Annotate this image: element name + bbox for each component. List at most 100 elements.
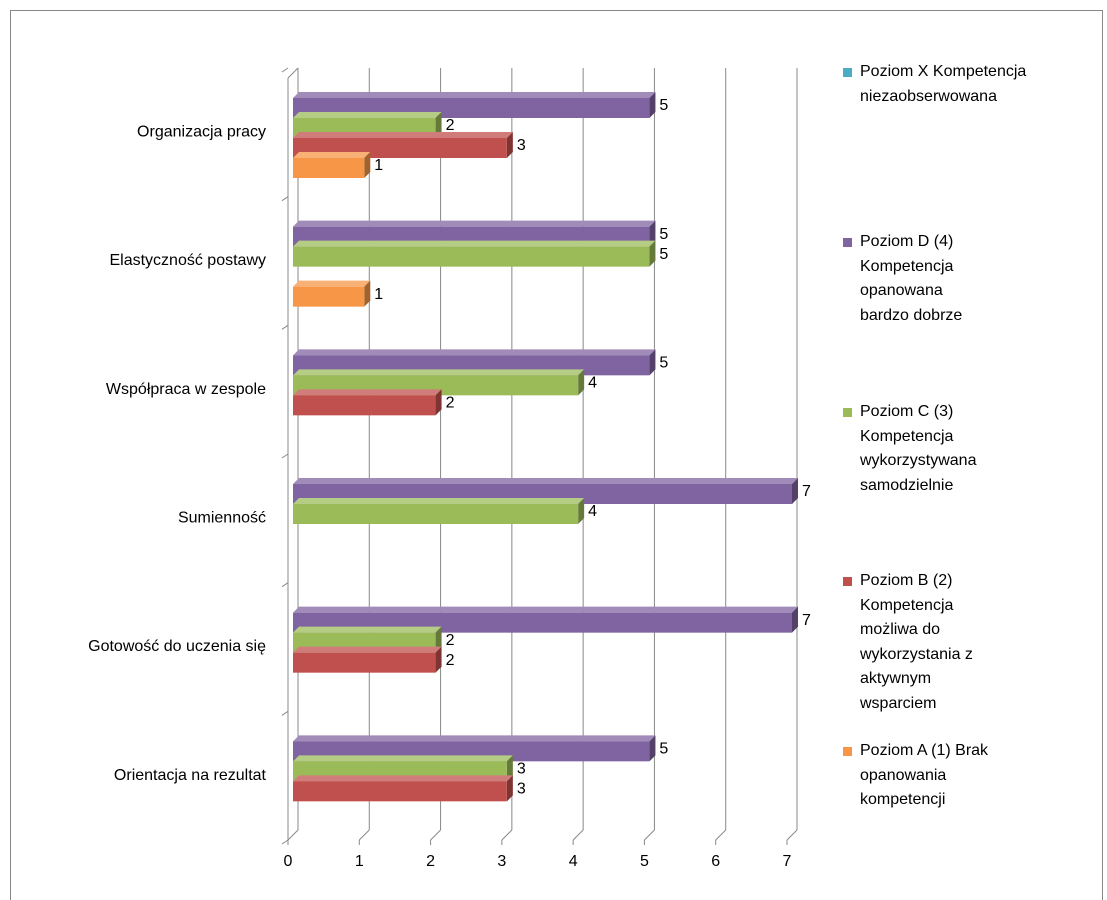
value-label: 2 bbox=[446, 117, 455, 134]
bar-top bbox=[293, 220, 656, 227]
bar-top bbox=[293, 280, 371, 287]
grid-line bbox=[430, 829, 441, 841]
legend-item: Poziom A (1) Brak opanowania kompetencji bbox=[843, 739, 992, 813]
legend-swatch bbox=[843, 238, 852, 247]
bar-top bbox=[293, 112, 442, 118]
axis-tick bbox=[281, 324, 289, 330]
grid-line bbox=[644, 829, 655, 841]
bar-top bbox=[293, 349, 656, 356]
bar bbox=[293, 781, 507, 802]
legend-swatch bbox=[843, 577, 852, 586]
category-label: Współpraca w zespole bbox=[106, 381, 266, 398]
legend-item: Poziom D (4) Kompetencja opanowana bardz… bbox=[843, 230, 992, 328]
bar-top bbox=[293, 735, 656, 742]
grid-line bbox=[501, 829, 513, 841]
bar-top bbox=[293, 498, 585, 504]
legend-label: Poziom X Kompetencja niezaobserwowana bbox=[860, 63, 1027, 105]
value-label: 5 bbox=[659, 355, 668, 372]
bar bbox=[293, 395, 436, 416]
legend-item: Poziom X Kompetencja niezaobserwowana bbox=[843, 60, 1100, 109]
frame bbox=[10, 10, 1103, 900]
value-label: 5 bbox=[659, 226, 668, 243]
legend-label: Poziom B (2) Kompetencja możliwa do wyko… bbox=[860, 572, 973, 712]
legend-item: Poziom C (3) Kompetencja wykorzystywana … bbox=[843, 400, 992, 498]
bar-side bbox=[649, 349, 656, 376]
legend-item: Poziom B (2) Kompetencja możliwa do wyko… bbox=[843, 569, 992, 716]
value-label: 4 bbox=[588, 503, 597, 520]
legend-swatch bbox=[843, 747, 852, 756]
value-label: 5 bbox=[659, 97, 668, 114]
bar-side bbox=[649, 240, 656, 267]
value-label: 5 bbox=[659, 246, 668, 263]
bar-top bbox=[293, 92, 656, 98]
value-label: 7 bbox=[802, 483, 811, 500]
x-tick-label: 3 bbox=[497, 853, 506, 870]
category-label: Organizacja pracy bbox=[137, 124, 266, 141]
grid-line bbox=[358, 829, 370, 841]
category-label: Orientacja na rezultat bbox=[114, 767, 267, 784]
x-tick-label: 1 bbox=[355, 853, 364, 870]
bar-side bbox=[364, 280, 371, 307]
legend-label: Poziom A (1) Brak opanowania kompetencji bbox=[860, 742, 989, 808]
bar bbox=[293, 246, 650, 267]
bar-side bbox=[792, 478, 798, 504]
bar-side bbox=[506, 775, 513, 802]
grid-line bbox=[572, 829, 584, 841]
axis-tick bbox=[281, 453, 289, 459]
value-label: 3 bbox=[517, 761, 526, 778]
legend-swatch bbox=[843, 408, 852, 417]
category-label: Elastyczność postawy bbox=[109, 252, 266, 269]
axis-tick bbox=[281, 710, 289, 716]
x-tick-label: 6 bbox=[711, 853, 720, 870]
bar bbox=[293, 504, 579, 524]
bar-top bbox=[293, 132, 513, 138]
bar bbox=[293, 652, 436, 673]
bar-top bbox=[293, 646, 442, 653]
bar-side bbox=[578, 369, 585, 396]
bar-side bbox=[435, 626, 442, 653]
legend-swatch bbox=[843, 68, 852, 77]
value-label: 3 bbox=[517, 781, 526, 798]
bar-side bbox=[364, 152, 371, 178]
legend-label: Poziom D (4) Kompetencja opanowana bardz… bbox=[860, 233, 963, 324]
axis-tick bbox=[281, 582, 289, 588]
bar-top bbox=[293, 775, 513, 782]
category-label: Gotowość do uczenia się bbox=[88, 638, 266, 655]
bar-top bbox=[293, 389, 442, 396]
bar-top bbox=[293, 152, 371, 158]
grid-line bbox=[287, 829, 299, 841]
axis-line bbox=[287, 67, 299, 79]
bar-top bbox=[293, 369, 585, 376]
value-label: 2 bbox=[446, 652, 455, 669]
axis-tick bbox=[281, 67, 289, 73]
bar-side bbox=[649, 92, 656, 118]
bar bbox=[293, 158, 365, 178]
x-tick-label: 7 bbox=[783, 853, 792, 870]
bar-side bbox=[649, 220, 656, 247]
category-label: Sumienność bbox=[178, 510, 266, 527]
bar-top bbox=[293, 626, 442, 633]
bar-top bbox=[293, 606, 798, 613]
value-label: 5 bbox=[659, 741, 668, 758]
grid-line bbox=[786, 829, 798, 841]
value-label: 2 bbox=[446, 632, 455, 649]
value-label: 4 bbox=[588, 375, 597, 392]
x-tick-label: 4 bbox=[569, 853, 578, 870]
legend-label: Poziom C (3) Kompetencja wykorzystywana … bbox=[860, 403, 977, 494]
x-tick-label: 2 bbox=[426, 853, 435, 870]
bar bbox=[293, 286, 365, 307]
bar-top bbox=[293, 240, 656, 247]
value-label: 1 bbox=[374, 286, 383, 303]
value-label: 1 bbox=[374, 157, 383, 174]
x-tick-label: 5 bbox=[640, 853, 649, 870]
x-tick-label: 0 bbox=[284, 853, 293, 870]
value-label: 2 bbox=[446, 395, 455, 412]
bar-side bbox=[792, 606, 798, 633]
bar-side bbox=[506, 132, 513, 158]
bar-side bbox=[435, 389, 442, 416]
bar-top bbox=[293, 478, 798, 484]
bar-top bbox=[293, 755, 513, 762]
axis-tick bbox=[281, 839, 289, 845]
